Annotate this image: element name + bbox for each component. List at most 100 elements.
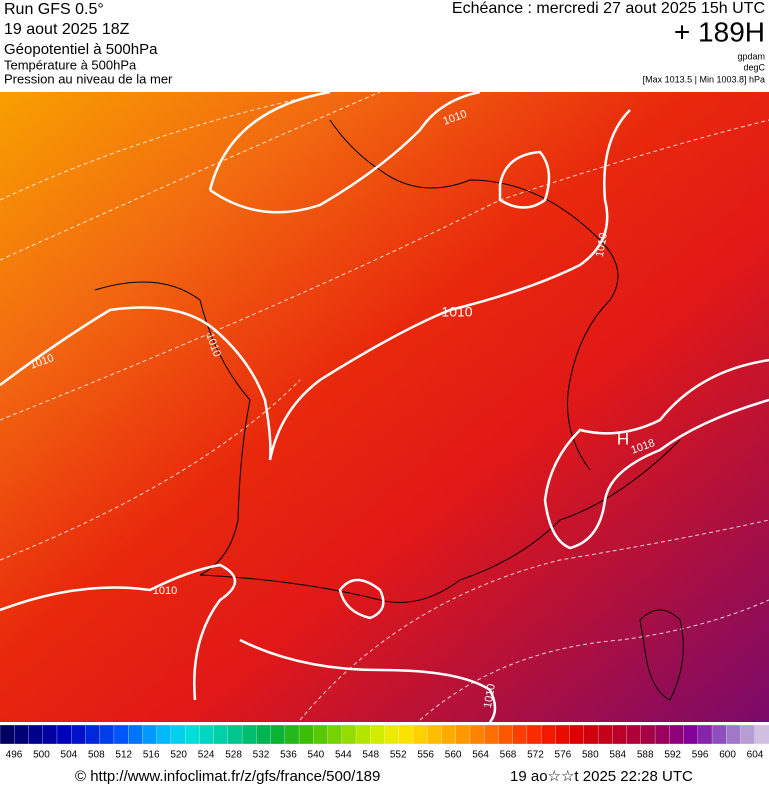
legend-swatch xyxy=(412,724,428,745)
footer: © http://www.infoclimat.fr/z/gfs/france/… xyxy=(75,768,693,785)
corsica xyxy=(639,609,684,701)
legend-swatch xyxy=(156,724,172,745)
legend-swatch xyxy=(142,724,158,745)
legend-swatch xyxy=(726,724,742,745)
legend-swatch xyxy=(284,724,300,745)
legend-swatch xyxy=(56,724,72,745)
map-label: H xyxy=(617,429,629,448)
legend-swatch xyxy=(498,724,514,745)
legend-swatch xyxy=(512,724,528,745)
legend-tick-label: 548 xyxy=(362,750,379,761)
legend-tick-label: 588 xyxy=(637,750,654,761)
legend-tick-label: 576 xyxy=(555,750,572,761)
legend-tick-label: 520 xyxy=(170,750,187,761)
legend-tick-label: 556 xyxy=(417,750,434,761)
legend-swatch xyxy=(128,724,144,745)
legend-tick-label: 560 xyxy=(445,750,462,761)
map-label: 1010 xyxy=(594,232,610,258)
legend-tick-label: 528 xyxy=(225,750,242,761)
legend-swatch xyxy=(569,724,585,745)
legend-swatch xyxy=(398,724,414,745)
legend-swatch xyxy=(355,724,371,745)
legend-swatch xyxy=(711,724,727,745)
map-label: 1010 xyxy=(482,683,498,709)
color-legend: 496 500 504 508 512 516 520 524 528 532 536 540 544 5… xyxy=(0,724,769,761)
legend-swatch xyxy=(313,724,329,745)
echeance: Echéance : mercredi 27 aout 2025 15h UTC xyxy=(452,0,765,17)
field: Géopotentiel à 500hPa xyxy=(4,41,158,58)
legend-swatch xyxy=(270,724,286,745)
legend-swatch xyxy=(184,724,201,745)
legend-swatch xyxy=(341,724,357,745)
isobar xyxy=(498,150,551,209)
legend-swatch xyxy=(654,724,670,745)
legend-tick-label: 544 xyxy=(335,750,352,761)
legend-swatch xyxy=(113,724,129,745)
legend-swatch xyxy=(14,724,30,745)
legend-swatch xyxy=(427,724,443,745)
legend-tick-label: 600 xyxy=(719,750,736,761)
field: Température à 500hPa xyxy=(4,57,137,72)
range: [Max 1013.5 | Min 1003.8] hPa xyxy=(643,74,765,84)
legend-swatch xyxy=(256,724,272,745)
map-label: 1010 xyxy=(441,304,472,320)
legend-tick-label: 500 xyxy=(33,750,50,761)
legend-swatch xyxy=(626,724,642,745)
run: Run GFS 0.5° xyxy=(4,1,104,18)
map-background xyxy=(0,92,769,722)
legend-tick-label: 540 xyxy=(308,750,325,761)
legend-swatch xyxy=(683,724,699,745)
legend-swatch xyxy=(612,724,628,745)
legend-swatch xyxy=(42,724,58,745)
legend-swatch xyxy=(327,724,343,745)
legend-swatch xyxy=(0,724,15,745)
isobar xyxy=(208,92,481,214)
header: Run GFS 0.5° 19 aout 2025 18Z Géopotenti… xyxy=(4,0,766,86)
isobar xyxy=(239,578,497,722)
coastline xyxy=(94,119,681,603)
legend-swatch xyxy=(583,724,599,745)
source-url: © http://www.infoclimat.fr/z/gfs/france/… xyxy=(75,768,380,785)
legend-tick-label: 516 xyxy=(143,750,160,761)
legend-swatch xyxy=(484,724,500,745)
legend-swatch xyxy=(85,724,101,745)
timestamp: 19 ao☆☆t 2025 22:28 UTC xyxy=(510,768,693,785)
legend-swatch xyxy=(526,724,542,745)
legend-swatch xyxy=(469,724,485,745)
legend-tick-label: 496 xyxy=(6,750,23,761)
legend-tick-label: 568 xyxy=(500,750,517,761)
legend-swatch xyxy=(669,724,685,745)
legend-swatch xyxy=(99,724,115,745)
legend-swatch xyxy=(597,724,614,745)
legend-tick-label: 572 xyxy=(527,750,544,761)
legend-swatch xyxy=(241,724,257,745)
date: 19 aout 2025 18Z xyxy=(4,21,130,38)
legend-tick-label: 508 xyxy=(88,750,105,761)
legend-swatch xyxy=(740,724,756,745)
legend-swatch xyxy=(170,724,186,745)
legend-tick-label: 504 xyxy=(61,750,78,761)
legend-swatch xyxy=(640,724,656,745)
unit: degC xyxy=(743,62,765,72)
dashed-contour xyxy=(0,92,769,721)
legend-swatch xyxy=(28,724,44,745)
legend-swatch xyxy=(199,724,215,745)
legend-swatch xyxy=(555,724,571,745)
legend-tick-label: 564 xyxy=(472,750,489,761)
legend-tick-label: 580 xyxy=(582,750,599,761)
legend-tick-label: 536 xyxy=(280,750,297,761)
legend-swatch xyxy=(754,724,769,745)
legend-swatch xyxy=(71,724,87,745)
legend-swatch xyxy=(227,724,243,745)
legend-tick-label: 596 xyxy=(692,750,709,761)
field: Pression au niveau de la mer xyxy=(4,71,173,86)
legend-tick-label: 592 xyxy=(664,750,681,761)
legend-swatch xyxy=(298,724,314,745)
legend-tick-label: 512 xyxy=(115,750,132,761)
legend-swatch xyxy=(540,724,557,745)
legend-tick-label: 584 xyxy=(609,750,626,761)
legend-swatch xyxy=(370,724,386,745)
legend-swatch xyxy=(384,724,400,745)
